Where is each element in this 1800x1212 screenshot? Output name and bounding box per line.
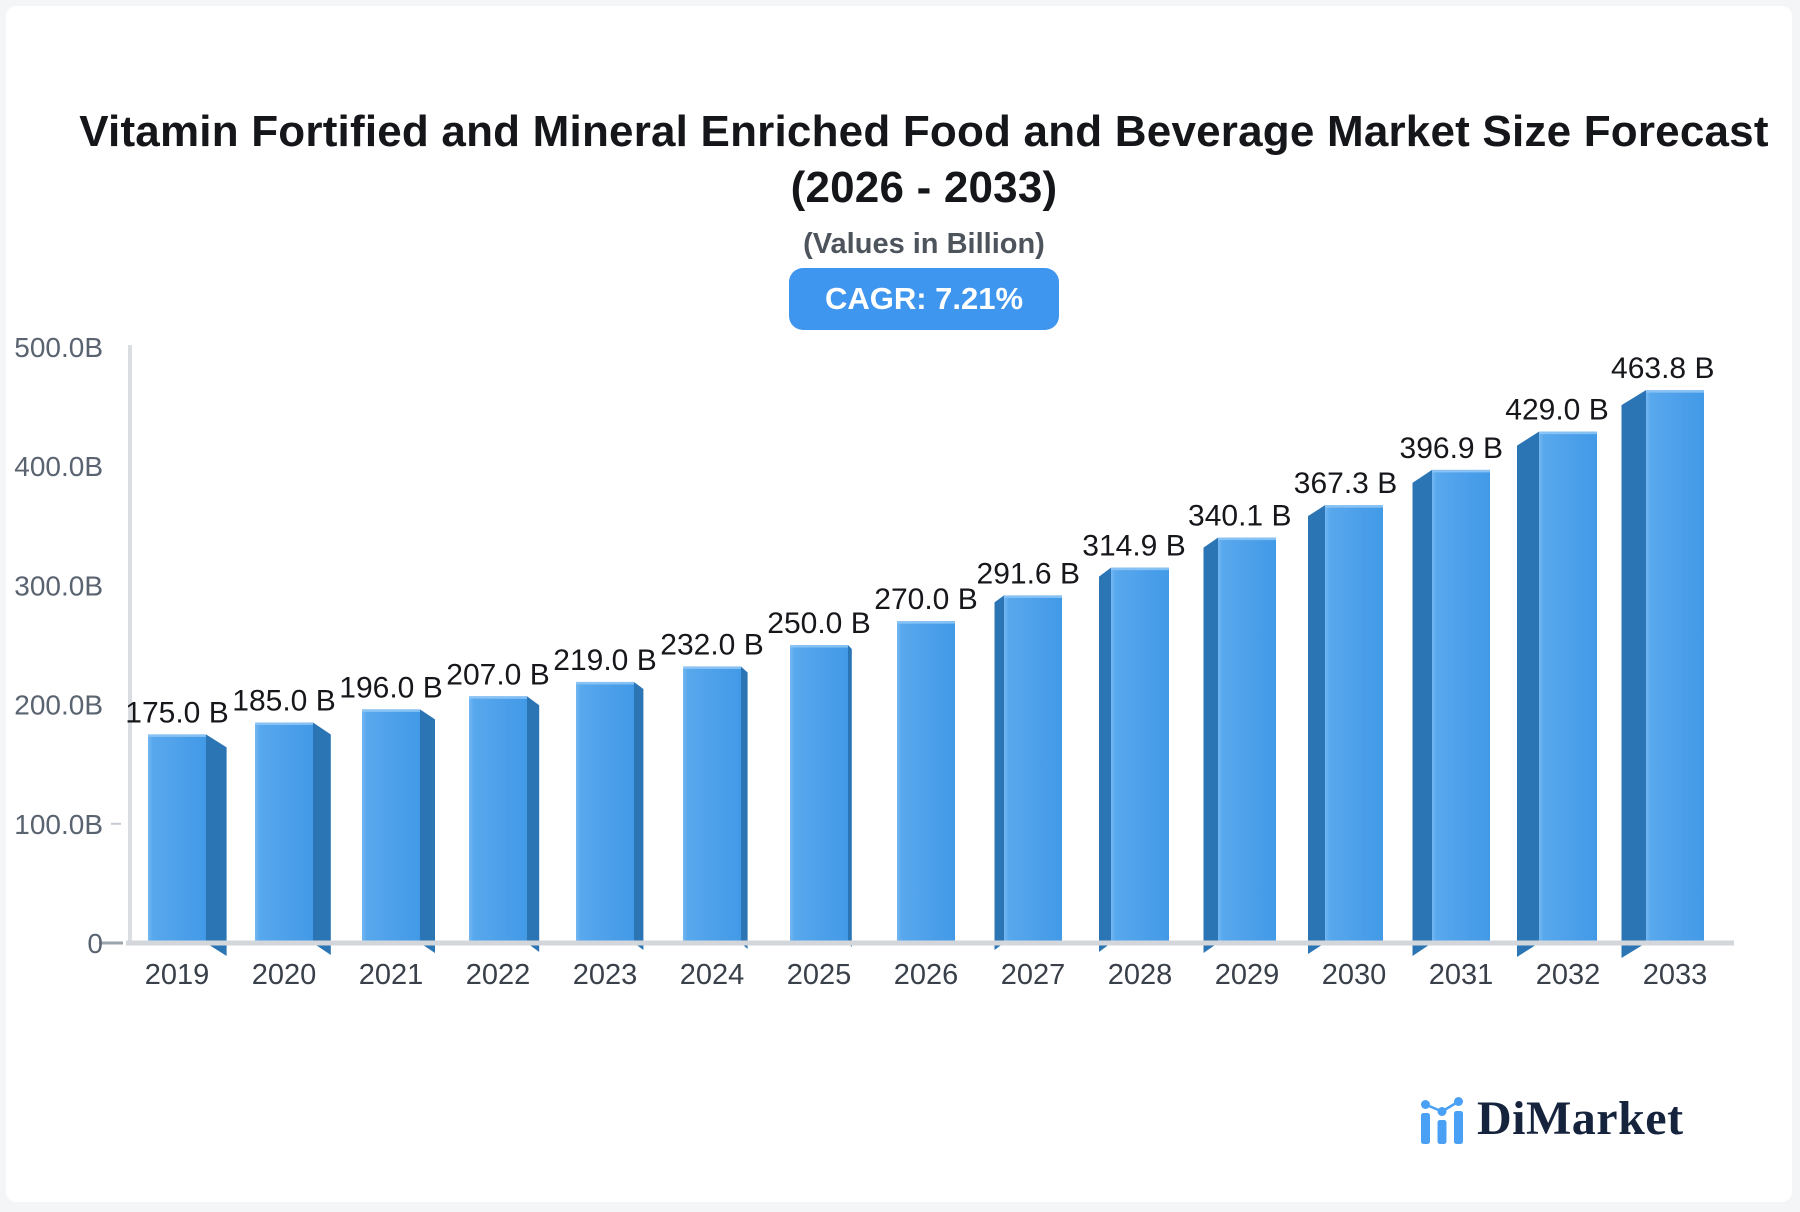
bar-side-2022 <box>527 696 540 952</box>
value-label-2023: 219.0 B <box>553 644 656 677</box>
year-label-2020: 2020 <box>252 959 317 991</box>
value-label-2031: 396.9 B <box>1400 432 1503 465</box>
bar-2021 <box>362 709 420 945</box>
year-label-2019: 2019 <box>145 959 210 991</box>
axes-layer <box>99 345 1734 946</box>
bar-top-edge-2026 <box>897 621 955 624</box>
bar-side-2032 <box>1517 431 1539 958</box>
y-tick-label-0: 0 <box>87 928 103 959</box>
bar-2026 <box>897 621 955 945</box>
y-tick-label-500.0B: 500.0B <box>14 332 103 363</box>
year-label-2029: 2029 <box>1215 959 1280 991</box>
year-label-2028: 2028 <box>1108 959 1173 991</box>
value-label-2026: 270.0 B <box>874 583 977 616</box>
bar-side-2030 <box>1308 505 1325 954</box>
year-label-2024: 2024 <box>680 959 745 991</box>
year-label-2031: 2031 <box>1429 959 1494 991</box>
bar-2028 <box>1111 567 1169 945</box>
bar-chart-logo-icon <box>1421 1097 1463 1144</box>
bar-2033 <box>1646 390 1704 945</box>
dimarket-logo: DiMarket <box>1421 1092 1684 1144</box>
value-label-2030: 367.3 B <box>1294 467 1397 500</box>
value-label-2033: 463.8 B <box>1611 352 1714 385</box>
value-label-2022: 207.0 B <box>446 658 549 691</box>
value-label-2027: 291.6 B <box>977 557 1080 590</box>
bar-top-edge-2023 <box>576 681 634 685</box>
value-label-2024: 232.0 B <box>660 628 763 661</box>
year-label-2033: 2033 <box>1643 959 1708 991</box>
year-label-2022: 2022 <box>466 959 531 991</box>
bar-side-2024 <box>741 666 748 949</box>
y-tick-label-400.0B: 400.0B <box>14 451 103 482</box>
year-label-2030: 2030 <box>1322 959 1387 991</box>
bar-top-edge-2028 <box>1111 567 1169 571</box>
bar-top-edge-2020 <box>255 722 313 725</box>
bar-top-edge-2027 <box>1004 595 1062 598</box>
y-tick-label-200.0B: 200.0B <box>14 690 103 721</box>
bar-side-2020 <box>313 722 331 955</box>
bar-2030 <box>1325 505 1383 945</box>
value-label-2019: 175.0 B <box>125 696 228 729</box>
labels-layer: 175.0 B 2019 185.0 B 2020 196.0 B 2021 207.0 B… <box>14 332 1714 991</box>
bar-top-edge-2031 <box>1432 469 1490 473</box>
year-label-2026: 2026 <box>894 959 959 991</box>
value-label-2028: 314.9 B <box>1082 530 1185 563</box>
year-label-2023: 2023 <box>573 959 638 991</box>
y-tick-label-100.0B: 100.0B <box>14 809 103 840</box>
bar-top-edge-2033 <box>1646 390 1704 393</box>
bar-2023 <box>576 681 634 945</box>
bar-top-edge-2019 <box>148 734 206 737</box>
bar-top-edge-2025 <box>790 645 848 648</box>
value-label-2032: 429.0 B <box>1505 394 1608 427</box>
bar-side-2019 <box>206 734 227 956</box>
chart-card <box>6 6 1792 1202</box>
bar-2031 <box>1432 469 1490 945</box>
bars-layer <box>148 390 1704 958</box>
bar-side-2029 <box>1203 537 1218 953</box>
bar-side-2031 <box>1412 469 1432 956</box>
bar-top-edge-2021 <box>362 709 420 712</box>
value-label-2021: 196.0 B <box>339 671 442 704</box>
bar-top-edge-2032 <box>1539 431 1597 435</box>
value-label-2020: 185.0 B <box>232 684 335 717</box>
bar-top-edge-2030 <box>1325 505 1383 508</box>
year-label-2025: 2025 <box>787 959 852 991</box>
dimarket-logo-text: DiMarket <box>1477 1092 1684 1145</box>
year-label-2027: 2027 <box>1001 959 1066 991</box>
bar-top-edge-2029 <box>1218 537 1276 541</box>
bar-2032 <box>1539 431 1597 946</box>
bar-2029 <box>1218 537 1276 945</box>
year-label-2032: 2032 <box>1536 959 1601 991</box>
bar-side-2023 <box>634 681 644 950</box>
bar-2024 <box>683 666 741 945</box>
bar-2022 <box>469 696 527 945</box>
bar-top-edge-2024 <box>683 666 741 669</box>
bar-side-2027 <box>994 595 1004 950</box>
bar-2019 <box>148 734 206 945</box>
bar-side-2028 <box>1099 567 1111 952</box>
value-label-2029: 340.1 B <box>1188 500 1291 533</box>
y-tick-label-300.0B: 300.0B <box>14 570 103 601</box>
bar-top-edge-2022 <box>469 696 527 699</box>
bar-2020 <box>255 722 313 945</box>
value-label-2025: 250.0 B <box>767 607 870 640</box>
bar-side-2021 <box>420 709 435 953</box>
bar-2025 <box>790 645 848 945</box>
bar-side-2033 <box>1621 390 1646 958</box>
year-label-2021: 2021 <box>359 959 424 991</box>
bar-2027 <box>1004 595 1062 945</box>
bar-side-2025 <box>848 645 852 947</box>
